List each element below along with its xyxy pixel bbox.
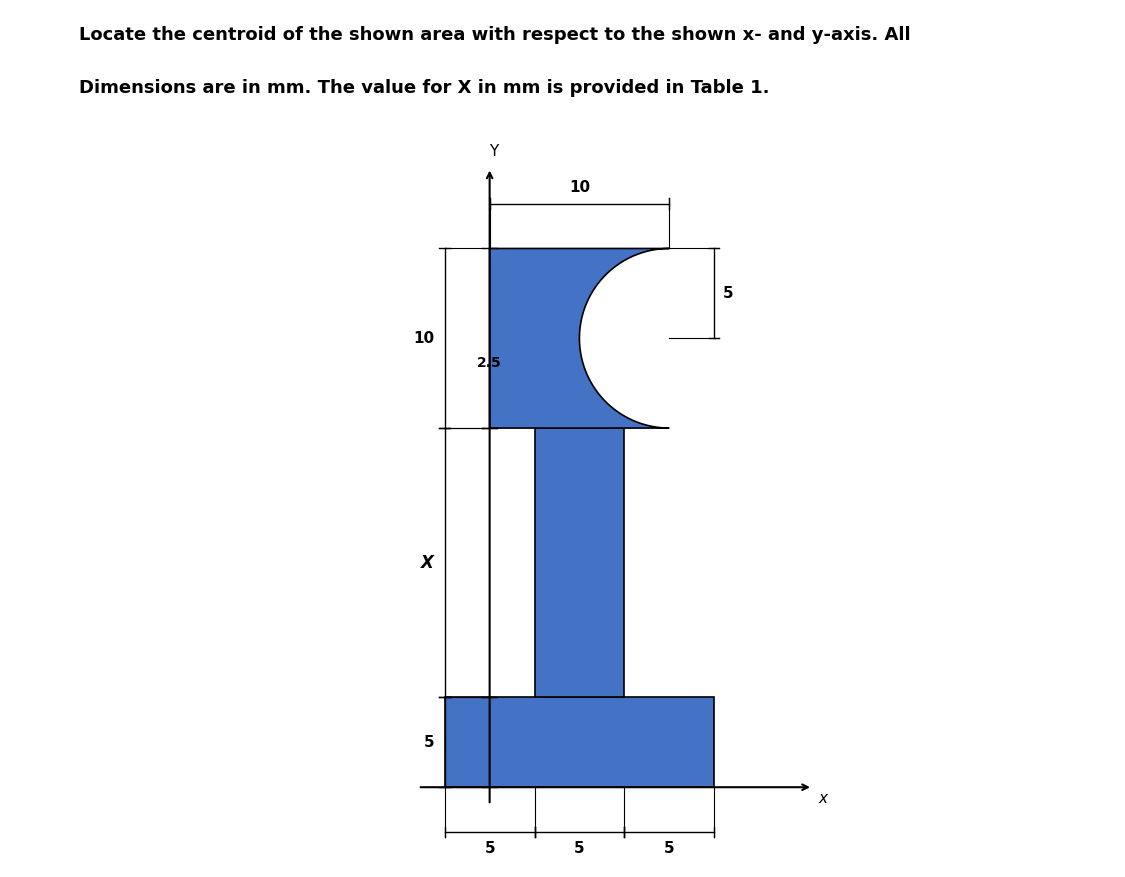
Text: 10: 10 xyxy=(569,180,590,195)
Text: 5: 5 xyxy=(423,735,434,750)
Text: Locate the centroid of the shown area with respect to the shown x- and y-axis. A: Locate the centroid of the shown area wi… xyxy=(79,26,910,45)
Text: 2.5: 2.5 xyxy=(477,356,502,370)
Polygon shape xyxy=(489,248,669,428)
Text: 5: 5 xyxy=(723,286,734,301)
Bar xyxy=(534,428,624,697)
Text: 5: 5 xyxy=(485,841,495,856)
Text: 5: 5 xyxy=(574,841,585,856)
Text: 5: 5 xyxy=(664,841,675,856)
Text: x: x xyxy=(818,791,827,806)
Bar xyxy=(444,697,714,788)
Text: Y: Y xyxy=(488,144,498,159)
Text: Dimensions are in mm. The value for X in mm is provided in Table 1.: Dimensions are in mm. The value for X in… xyxy=(79,79,770,97)
Text: X: X xyxy=(421,553,434,572)
Text: 10: 10 xyxy=(413,331,434,346)
